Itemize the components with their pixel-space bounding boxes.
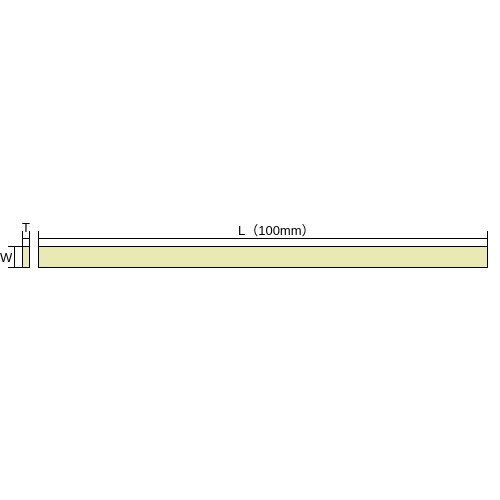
main-bar-rect [38, 246, 488, 268]
thickness-label: T [22, 220, 30, 235]
dimension-diagram: L（100mm） T W [0, 0, 500, 500]
width-dimension-tick-top [8, 246, 22, 247]
length-dimension-tick-left [38, 231, 39, 246]
length-dimension-tick-right [487, 231, 488, 246]
width-dimension-line [14, 246, 15, 268]
width-label: W [0, 250, 12, 265]
end-piece-rect [22, 246, 30, 268]
width-dimension-tick-bottom [8, 267, 22, 268]
length-label: L（100mm） [238, 220, 315, 239]
